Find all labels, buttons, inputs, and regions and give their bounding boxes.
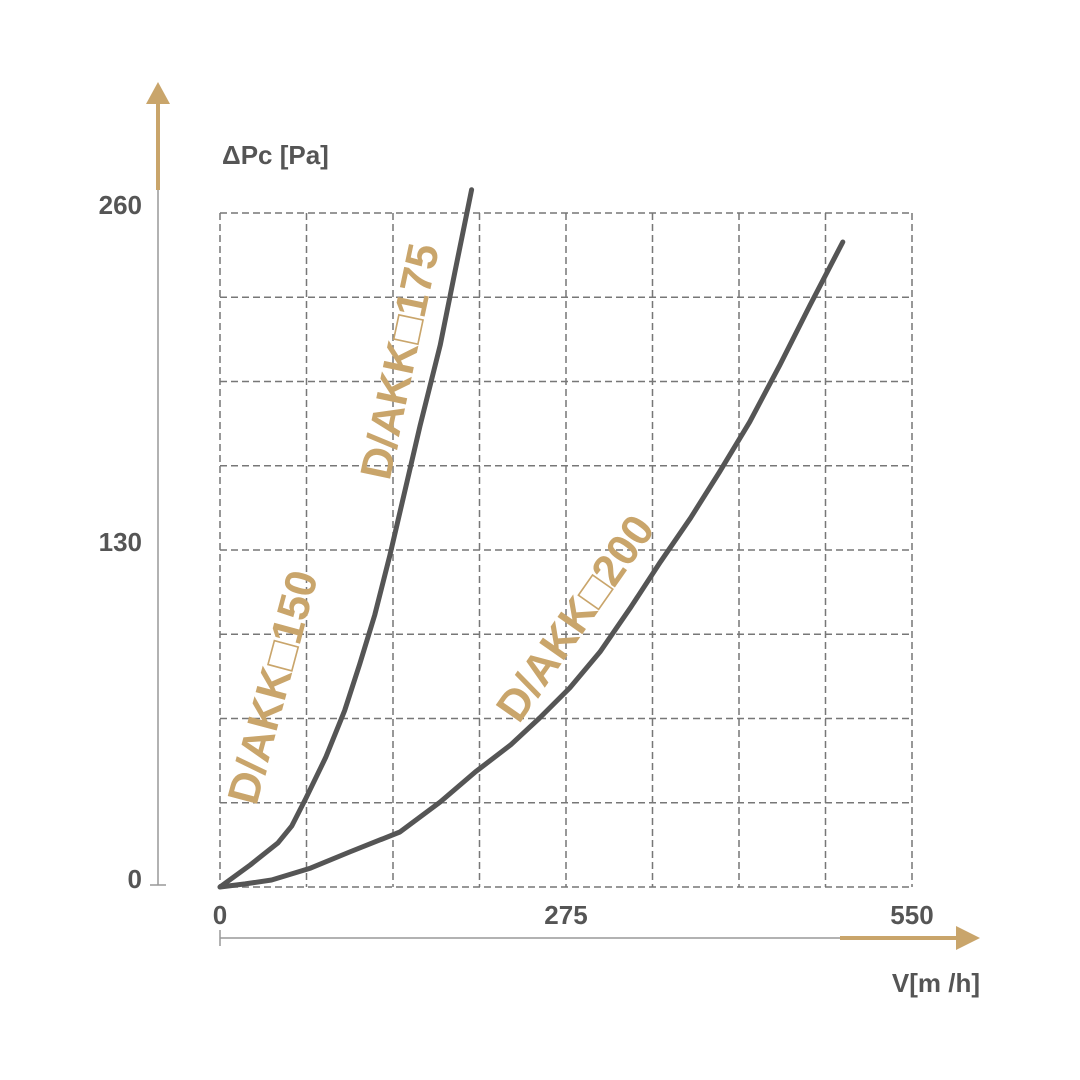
- plot: [217, 187, 846, 890]
- curve-label: D/AKK□150: [219, 565, 328, 809]
- x-tick-label: 0: [213, 900, 227, 930]
- x-arrow-head: [956, 926, 980, 950]
- x-tick-label: 275: [544, 900, 587, 930]
- x-axis-title: V[m /h]: [892, 968, 980, 998]
- line-series: [217, 187, 475, 890]
- y-arrow-head: [146, 82, 170, 104]
- y-tick-label: 0: [128, 864, 142, 894]
- line-series: [217, 239, 846, 890]
- curve-label: D/AKK□200: [487, 506, 664, 730]
- y-axis-title: ΔPc [Pa]: [222, 140, 329, 170]
- y-tick-label: 260: [99, 190, 142, 220]
- x-tick-label: 550: [890, 900, 933, 930]
- y-tick-label: 130: [99, 527, 142, 557]
